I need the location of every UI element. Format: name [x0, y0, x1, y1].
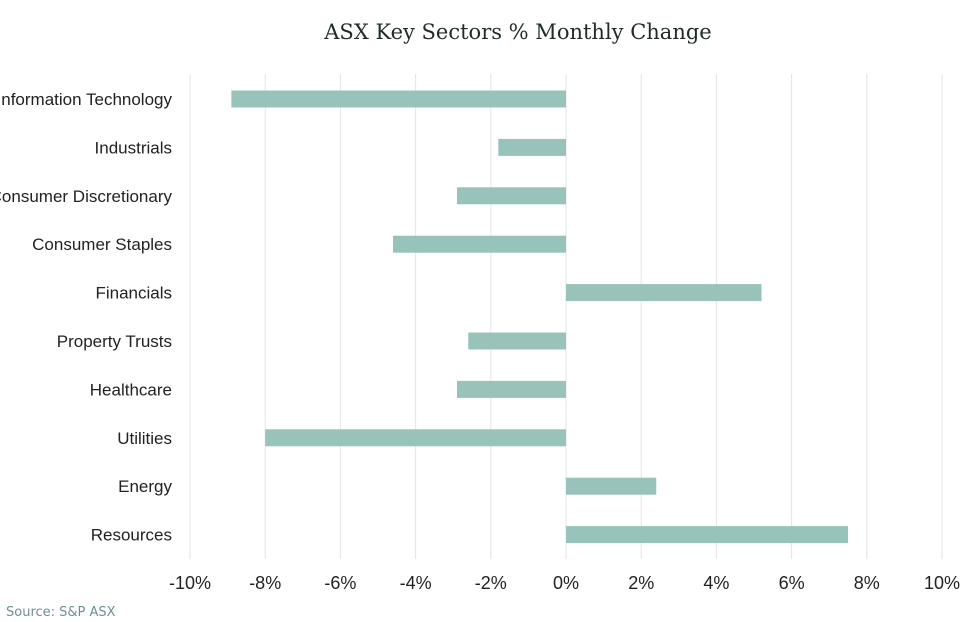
x-axis-tick-labels: -10% -8% -6% -4% -2% 0% 2% 4% 6% 8% 10% [169, 573, 960, 593]
category-label: Information Technology [0, 90, 172, 109]
x-tick-label: -4% [400, 573, 432, 593]
x-tick-label: 6% [779, 573, 805, 593]
x-tick-label: -8% [249, 573, 281, 593]
bar [393, 235, 566, 253]
bar [566, 526, 848, 544]
bar [498, 138, 566, 156]
bar [566, 477, 657, 495]
x-tick-label: -6% [324, 573, 356, 593]
x-tick-label: -10% [169, 573, 211, 593]
x-tick-label: 8% [854, 573, 880, 593]
category-label: Industrials [95, 138, 172, 157]
x-tick-label: 10% [924, 573, 960, 593]
category-label: Resources [91, 526, 172, 545]
bar [231, 90, 567, 108]
category-label: Property Trusts [57, 332, 172, 351]
category-label: Healthcare [90, 380, 172, 399]
category-labels: Information Technology Industrials Consume… [0, 90, 172, 545]
x-tick-label: 0% [553, 573, 579, 593]
bar [468, 332, 566, 350]
category-label: Energy [118, 477, 172, 496]
category-label: Financials [95, 284, 172, 303]
category-label: Utilities [117, 429, 172, 448]
bar [456, 380, 566, 398]
category-label: Consumer Discretionary [0, 187, 172, 206]
source-note: Source: S&P ASX [6, 605, 116, 620]
chart-title: ASX Key Sectors % Monthly Change [323, 20, 711, 44]
bars [231, 90, 848, 544]
bar [456, 187, 566, 205]
bar [566, 284, 762, 302]
x-tick-label: 2% [628, 573, 654, 593]
bar [265, 429, 566, 447]
x-tick-label: 4% [703, 573, 729, 593]
x-tick-label: -2% [475, 573, 507, 593]
category-label: Consumer Staples [32, 235, 172, 254]
